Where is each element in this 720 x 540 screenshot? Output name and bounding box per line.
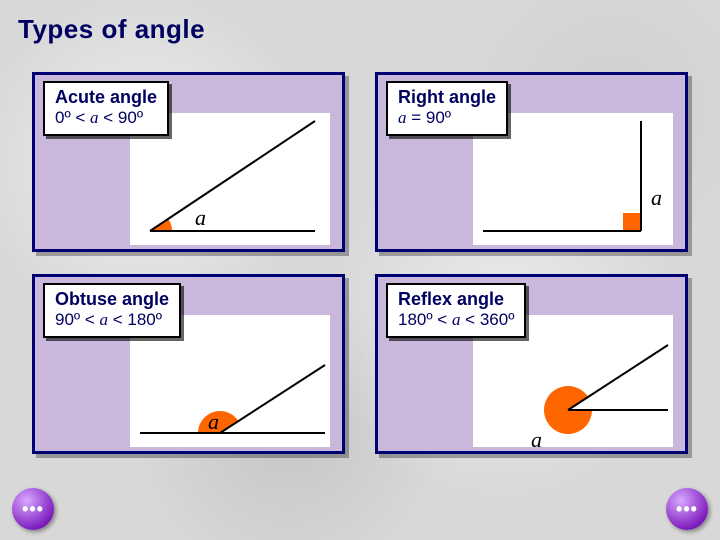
angle-rule: 90º < a < 180º bbox=[55, 310, 169, 330]
angle-panel: Acute angle0º < a < 90º a bbox=[32, 72, 345, 252]
angle-name: Obtuse angle bbox=[55, 289, 169, 310]
angle-rule: 180º < a < 360º bbox=[398, 310, 514, 330]
next-button[interactable]: ••• bbox=[666, 488, 708, 530]
panels-grid: Acute angle0º < a < 90ºaRight anglea = 9… bbox=[32, 72, 688, 454]
label-box: Acute angle0º < a < 90º bbox=[43, 81, 169, 136]
angle-rule: a = 90º bbox=[398, 108, 496, 128]
label-box: Right anglea = 90º bbox=[386, 81, 508, 136]
prev-button[interactable]: ••• bbox=[12, 488, 54, 530]
angle-panel: Obtuse angle90º < a < 180º a bbox=[32, 274, 345, 454]
page-title: Types of angle bbox=[18, 14, 205, 45]
prev-icon: ••• bbox=[22, 499, 44, 520]
angle-variable-label: a bbox=[651, 185, 662, 211]
angle-name: Reflex angle bbox=[398, 289, 514, 310]
angle-panel: Reflex angle180º < a < 360º a bbox=[375, 274, 688, 454]
right-angle-square bbox=[623, 213, 641, 231]
angle-name: Acute angle bbox=[55, 87, 157, 108]
label-box: Reflex angle180º < a < 360º bbox=[386, 283, 526, 338]
angle-variable-label: a bbox=[195, 205, 206, 231]
label-box: Obtuse angle90º < a < 180º bbox=[43, 283, 181, 338]
angle-ray bbox=[568, 345, 668, 410]
next-icon: ••• bbox=[676, 499, 698, 520]
angle-variable-label: a bbox=[208, 409, 219, 435]
angle-variable-label: a bbox=[531, 427, 542, 453]
angle-rule: 0º < a < 90º bbox=[55, 108, 157, 128]
angle-name: Right angle bbox=[398, 87, 496, 108]
angle-ray bbox=[150, 121, 315, 231]
angle-panel: Right anglea = 90º a bbox=[375, 72, 688, 252]
angle-ray bbox=[220, 365, 325, 433]
